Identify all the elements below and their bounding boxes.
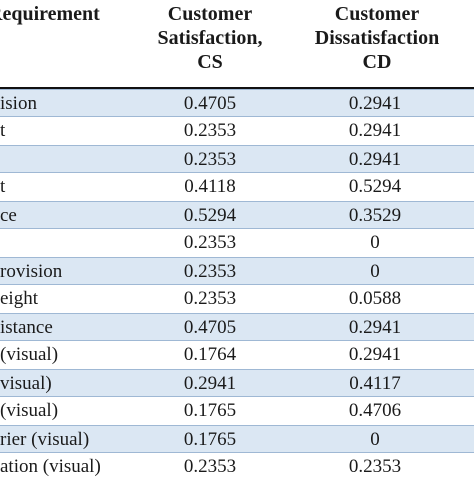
cd-value-cell: 0.2941 [348, 93, 402, 114]
requirement-cell: eight [0, 288, 38, 309]
requirement-cell: ision [0, 93, 37, 114]
header-cs-line2: Satisfaction, [157, 27, 263, 49]
requirement-cell: ation (visual) [0, 456, 101, 477]
requirement-cell [0, 229, 150, 257]
cd-value-cell: 0.2941 [348, 344, 402, 365]
cd-value-cell: 0.2941 [348, 317, 402, 338]
cd-value-cell: 0 [370, 232, 380, 253]
table-row: t 0.4118 0.5294 [0, 173, 474, 201]
cs-value-cell: 0.2353 [183, 149, 237, 170]
header-cd-line2: Dissatisfaction [314, 27, 440, 49]
requirement-cell: t [0, 176, 6, 197]
cs-value-cell: 0.4118 [184, 176, 236, 197]
cs-value-cell: 0.1765 [183, 429, 237, 450]
requirement-cell: (visual) [0, 344, 59, 365]
requirement-cell: ce [0, 205, 17, 226]
cs-value-cell: 0.5294 [183, 205, 237, 226]
cd-value-cell: 0.3529 [348, 205, 402, 226]
cd-value-cell: 0.4706 [348, 400, 402, 421]
cs-value-cell: 0.1764 [183, 344, 237, 365]
header-divider [0, 87, 474, 89]
cs-value-cell: 0.2353 [183, 456, 237, 477]
header-cd-line3: CD [362, 51, 392, 73]
requirement-cell [0, 146, 150, 174]
table-row: 0.2353 0.2941 [0, 145, 474, 173]
requirement-cell: visual) [0, 373, 52, 394]
cs-value-cell: 0.2941 [183, 373, 237, 394]
table-row: ce 0.5294 0.3529 [0, 201, 474, 229]
table-row: eight 0.2353 0.0588 [0, 285, 474, 313]
table-row: 0.2353 0 [0, 229, 474, 257]
cs-value-cell: 0.2353 [183, 261, 237, 282]
header-cs-line3: CS [197, 51, 223, 73]
cs-value-cell: 0.4705 [183, 93, 237, 114]
cd-value-cell: 0.0588 [348, 288, 402, 309]
cd-value-cell: 0 [370, 261, 380, 282]
cs-value-cell: 0.2353 [183, 288, 237, 309]
header-requirement: Requirement [0, 2, 100, 26]
cd-value-cell: 0.4117 [349, 373, 401, 394]
header-cd-line1: Customer [334, 3, 420, 25]
cs-value-cell: 0.1765 [183, 400, 237, 421]
table-row: istance 0.4705 0.2941 [0, 313, 474, 341]
requirement-cell: rovision [0, 261, 63, 282]
requirement-cell: istance [0, 317, 53, 338]
table-row: rovision 0.2353 0 [0, 257, 474, 285]
table-row: ation (visual) 0.2353 0.2353 [0, 453, 474, 481]
table-row: t 0.2353 0.2941 [0, 117, 474, 145]
header-requirement-label: Requirement [0, 3, 100, 25]
cs-value-cell: 0.4705 [183, 317, 237, 338]
table-row: rier (visual) 0.1765 0 [0, 425, 474, 453]
table-row: (visual) 0.1765 0.4706 [0, 397, 474, 425]
table-body: ision 0.4705 0.2941 t 0.2353 0.2941 0.2353 0.29… [0, 89, 474, 481]
cd-value-cell: 0.5294 [348, 176, 402, 197]
cd-value-cell: 0.2941 [348, 120, 402, 141]
cd-value-cell: 0.2941 [348, 149, 402, 170]
table-row: visual) 0.2941 0.4117 [0, 369, 474, 397]
header-cs-line1: Customer [167, 3, 253, 25]
header-customer-dissatisfaction: Customer Dissatisfaction CD [297, 2, 457, 74]
table-row: (visual) 0.1764 0.2941 [0, 341, 474, 369]
requirement-cell: t [0, 120, 6, 141]
header-customer-satisfaction: Customer Satisfaction, CS [150, 2, 270, 74]
cd-value-cell: 0 [370, 429, 380, 450]
table-row: ision 0.4705 0.2941 [0, 89, 474, 117]
table-header: Requirement Customer Satisfaction, CS Cu… [0, 0, 474, 89]
requirement-cell: (visual) [0, 400, 59, 421]
requirement-cell: rier (visual) [0, 429, 90, 450]
cs-value-cell: 0.2353 [183, 232, 237, 253]
cd-value-cell: 0.2353 [348, 456, 402, 477]
cs-value-cell: 0.2353 [183, 120, 237, 141]
